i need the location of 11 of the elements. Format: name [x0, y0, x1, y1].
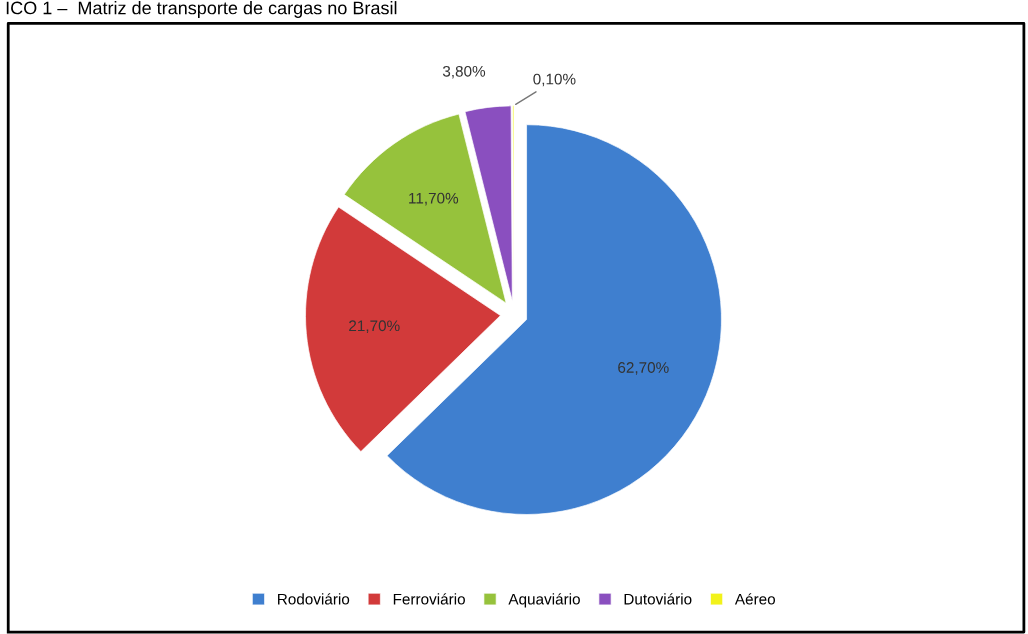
chart-title: ICO 1 – Matriz de transporte de cargas no Brasil	[6, 1, 397, 18]
legend-label: Rodoviário	[278, 593, 350, 605]
legend-label: Ferroviário	[393, 593, 465, 605]
data-label: 3,80%	[442, 65, 486, 79]
data-label: 62,70%	[618, 362, 669, 375]
legend-label: Dutoviário	[624, 593, 692, 605]
legend-label: Aquaviário	[508, 593, 580, 608]
legend-label: Aéreo	[734, 593, 776, 605]
data-label: 0,10%	[533, 73, 576, 87]
data-label: 21,70%	[349, 320, 400, 333]
data-label: 11,70%	[409, 192, 459, 206]
